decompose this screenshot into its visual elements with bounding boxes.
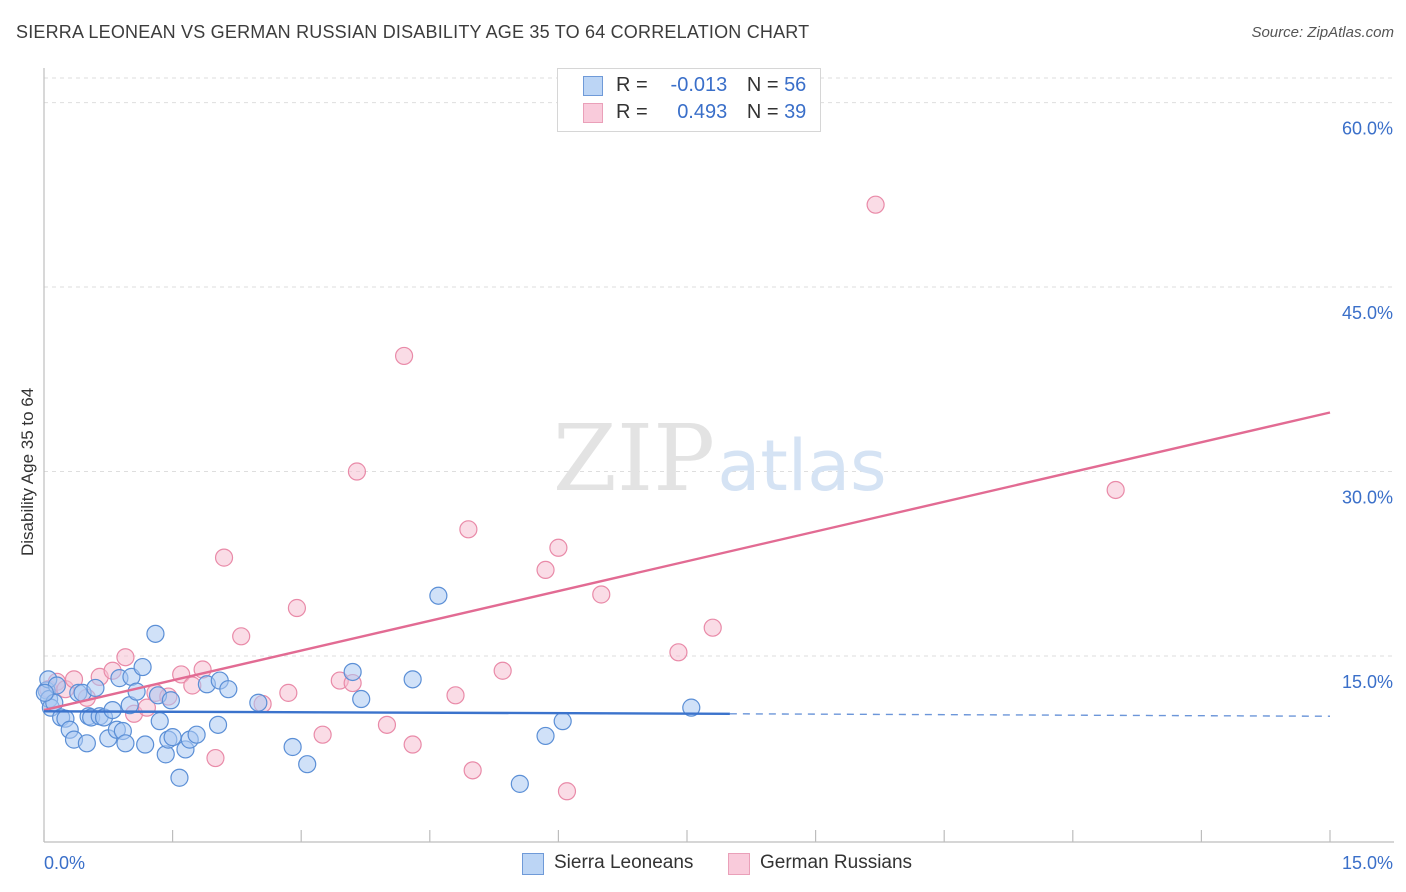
sierra-leonean-point bbox=[510, 774, 529, 793]
sierra-leonean-point bbox=[352, 689, 371, 709]
german-russian-point bbox=[1106, 480, 1125, 500]
german-russian-point bbox=[866, 195, 885, 214]
german-russian-point bbox=[279, 683, 298, 702]
sierra-leonean-point bbox=[343, 662, 362, 682]
sierra-leonean-trend-line bbox=[43, 710, 730, 715]
german-russian-point bbox=[206, 748, 225, 768]
sierra-leonean-point bbox=[150, 712, 169, 731]
source-label: Source: ZipAtlas.com bbox=[1251, 24, 1394, 41]
legend-n-label: N = bbox=[746, 74, 779, 96]
sierra-leonean-point bbox=[403, 670, 422, 689]
bottom-legend-label-german: German Russians bbox=[760, 852, 913, 873]
sierra-leonean-point bbox=[77, 734, 96, 753]
sierra-leonean-point bbox=[219, 680, 238, 699]
sierra-leonean-point bbox=[208, 715, 228, 734]
legend-swatch-sierra bbox=[583, 76, 603, 96]
sierra-leonean-point bbox=[161, 691, 180, 710]
legend-r-value-sierra: -0.013 bbox=[670, 74, 728, 96]
german-russian-point bbox=[214, 548, 234, 567]
german-russian-point bbox=[313, 725, 332, 744]
legend-n-value-sierra: 56 bbox=[784, 74, 807, 96]
german-russian-point bbox=[347, 462, 367, 481]
german-russian-point bbox=[403, 735, 422, 754]
sierra-leonean-point bbox=[35, 683, 54, 702]
german-russian-point bbox=[377, 715, 397, 734]
sierra-leonean-point bbox=[146, 624, 165, 643]
sierra-leonean-point bbox=[298, 755, 317, 774]
sierra-leonean-point bbox=[283, 737, 302, 757]
german-russian-point bbox=[557, 782, 577, 801]
legend-r-value-german: 0.493 bbox=[677, 101, 728, 123]
sierra-leonean-point bbox=[187, 725, 206, 744]
german-russian-point bbox=[536, 560, 555, 580]
sierra-leonean-point bbox=[536, 726, 555, 746]
correlation-legend: R = -0.013 N = 56 R = 0.493 N = 39 bbox=[557, 68, 821, 132]
german-russian-point bbox=[287, 598, 307, 618]
x-tick-label: 15.0% bbox=[1342, 853, 1393, 873]
sierra-leonean-points bbox=[35, 586, 701, 793]
german-russian-point bbox=[232, 627, 251, 646]
german-russian-point bbox=[493, 661, 512, 680]
sierra-leonean-trend-extension bbox=[729, 713, 1331, 717]
german-russian-point bbox=[446, 686, 465, 705]
legend-swatch-german bbox=[583, 103, 603, 123]
axes bbox=[43, 68, 1394, 843]
sierra-leonean-point bbox=[103, 700, 122, 720]
x-tick-label: 0.0% bbox=[44, 853, 85, 873]
trend-lines bbox=[43, 411, 1331, 717]
sierra-leonean-point bbox=[249, 693, 268, 712]
bottom-legend-label-sierra: Sierra Leoneans bbox=[554, 852, 694, 873]
y-tick-label: 45.0% bbox=[1342, 303, 1393, 323]
sierra-leonean-point bbox=[86, 678, 105, 698]
sierra-leonean-point bbox=[553, 712, 572, 731]
german-russian-trend-line bbox=[43, 411, 1331, 712]
german-russian-point bbox=[463, 761, 482, 780]
legend-r-label: R = bbox=[616, 74, 648, 96]
sierra-leonean-point bbox=[133, 657, 152, 677]
y-axis-label: Disability Age 35 to 64 bbox=[18, 387, 37, 556]
tick-labels: 15.0% 30.0% 45.0% 60.0% 0.0% 15.0% bbox=[44, 119, 1393, 873]
sierra-leonean-point bbox=[682, 698, 701, 717]
y-tick-label: 15.0% bbox=[1342, 672, 1393, 692]
watermark: ZIP atlas bbox=[553, 405, 887, 512]
german-russian-point bbox=[549, 538, 568, 557]
bottom-legend-swatch-sierra bbox=[522, 853, 544, 875]
german-russian-point bbox=[116, 648, 135, 667]
german-russian-point bbox=[592, 585, 611, 604]
german-russian-point bbox=[703, 618, 722, 637]
sierra-leonean-point bbox=[163, 728, 182, 747]
legend-n-label: N = bbox=[746, 101, 779, 123]
sierra-leonean-point bbox=[170, 768, 189, 787]
german-russian-point bbox=[669, 643, 688, 662]
grid-lines bbox=[44, 77, 1394, 657]
sierra-leonean-point bbox=[156, 745, 175, 764]
watermark-atlas: atlas bbox=[717, 425, 886, 507]
legend-r-label: R = bbox=[616, 101, 648, 123]
y-tick-label: 60.0% bbox=[1342, 119, 1393, 139]
sierra-leonean-point bbox=[116, 734, 135, 753]
chart-title: SIERRA LEONEAN VS GERMAN RUSSIAN DISABIL… bbox=[16, 22, 810, 42]
watermark-zip: ZIP bbox=[553, 405, 715, 512]
german-russian-point bbox=[394, 346, 414, 366]
german-russian-point bbox=[459, 520, 478, 539]
legend-n-value-german: 39 bbox=[784, 101, 807, 123]
y-tick-label: 30.0% bbox=[1342, 488, 1393, 508]
sierra-leonean-point bbox=[429, 586, 448, 605]
bottom-legend-swatch-german bbox=[728, 853, 750, 875]
sierra-leonean-point bbox=[136, 735, 155, 754]
sierra-leonean-point bbox=[127, 682, 146, 701]
